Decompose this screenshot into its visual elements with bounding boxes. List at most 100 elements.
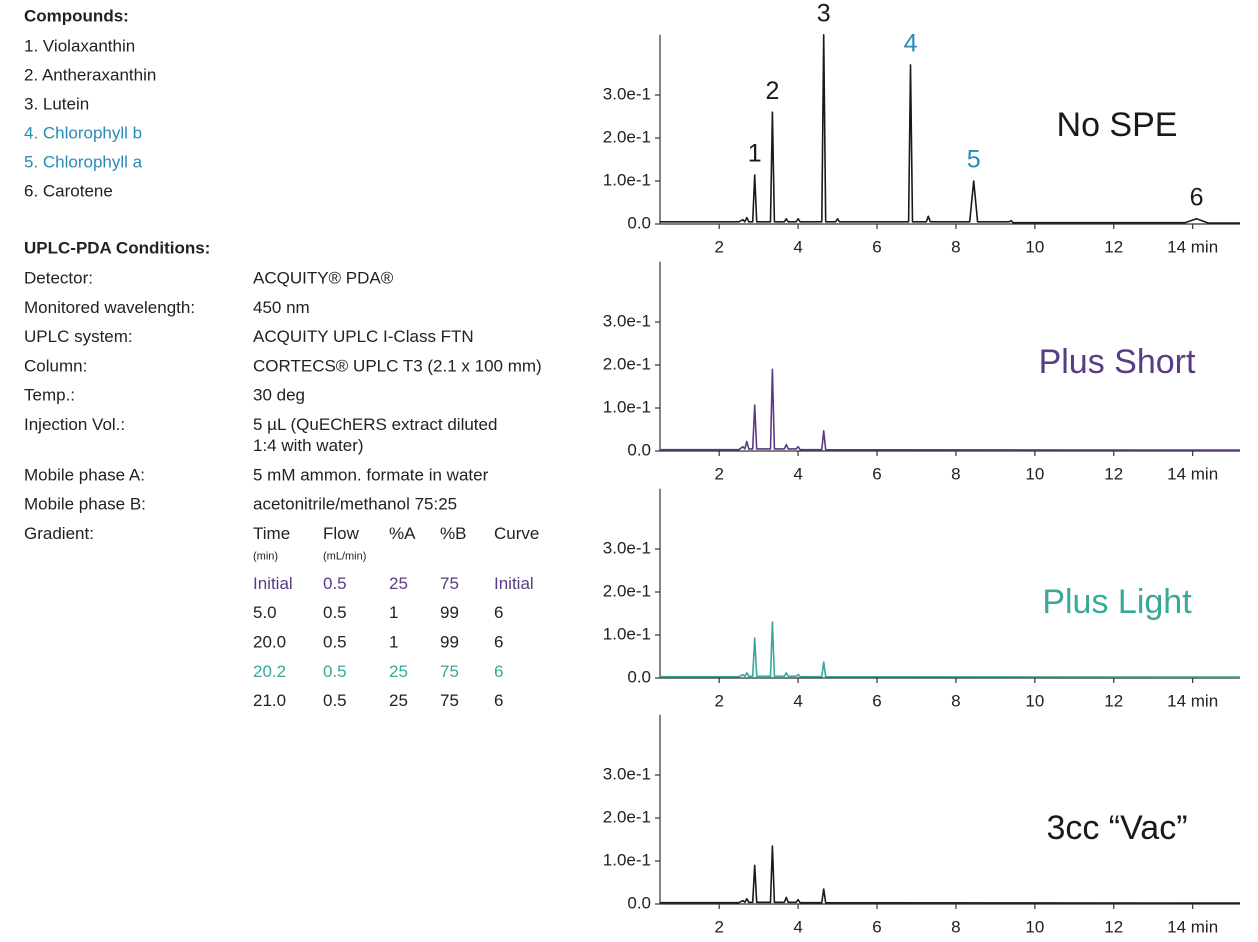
table-cell: Initial	[253, 574, 293, 593]
table-cell: 5.0	[253, 603, 277, 622]
x-tick-label: 6	[872, 917, 881, 936]
x-tick-label: 4	[793, 691, 802, 710]
y-tick-label: 2.0e-1	[603, 581, 651, 600]
x-tick-label: 4	[793, 464, 802, 483]
column-header: %A	[389, 524, 416, 543]
table-cell: 0.5	[323, 603, 347, 622]
condition-label: Monitored wavelength:	[24, 298, 195, 317]
x-tick-label: 2	[714, 237, 723, 256]
panel-title: Plus Short	[1039, 343, 1196, 381]
x-tick-label: 8	[951, 237, 960, 256]
condition-label: Mobile phase A:	[24, 465, 145, 484]
x-tick-label: 14 min	[1167, 237, 1218, 256]
compound: 6. Carotene	[24, 181, 113, 200]
column-header: Flow	[323, 524, 360, 543]
y-tick-label: 0.0	[627, 667, 651, 686]
table-cell: 6	[494, 603, 503, 622]
condition-label: Temp.:	[24, 386, 75, 405]
chromatogram-line	[660, 845, 1241, 904]
condition-label: UPLC system:	[24, 327, 133, 346]
chromatogram-line	[660, 621, 1241, 678]
compound: 2. Antheraxanthin	[24, 65, 156, 84]
y-tick-label: 0.0	[627, 440, 651, 459]
table-cell: 6	[494, 662, 503, 681]
x-tick-label: 14 min	[1167, 464, 1218, 483]
chromatogram-line	[660, 34, 1240, 224]
x-tick-label: 12	[1104, 464, 1123, 483]
table-cell: 99	[440, 603, 459, 622]
table-cell: 1	[389, 603, 398, 622]
condition-value: 5 µL (QuEChERS extract diluted	[253, 415, 497, 434]
table-cell: 6	[494, 632, 503, 651]
y-tick-label: 1.0e-1	[603, 397, 651, 416]
y-tick-label: 1.0e-1	[603, 170, 651, 189]
x-tick-label: 12	[1104, 237, 1123, 256]
x-tick-label: 6	[872, 464, 881, 483]
table-cell: 25	[389, 662, 408, 681]
table-cell: 0.5	[323, 574, 347, 593]
condition-value: 1:4 with water)	[253, 436, 364, 455]
x-tick-label: 2	[714, 917, 723, 936]
peak-label: 2	[765, 77, 779, 105]
x-tick-label: 10	[1025, 917, 1044, 936]
x-tick-label: 8	[951, 464, 960, 483]
x-tick-label: 10	[1025, 464, 1044, 483]
condition-label: Column:	[24, 356, 87, 375]
x-tick-label: 2	[714, 464, 723, 483]
y-tick-label: 0.0	[627, 213, 651, 232]
table-cell: 0.5	[323, 662, 347, 681]
table-cell: Initial	[494, 574, 534, 593]
peak-label: 3	[817, 0, 831, 27]
x-tick-label: 14 min	[1167, 691, 1218, 710]
y-tick-label: 2.0e-1	[603, 807, 651, 826]
condition-label: Mobile phase B:	[24, 495, 146, 514]
peak-label: 6	[1190, 183, 1204, 211]
table-cell: 6	[494, 691, 503, 710]
condition-label: Detector:	[24, 268, 93, 287]
table-cell: 75	[440, 574, 459, 593]
y-tick-label: 3.0e-1	[603, 538, 651, 557]
x-tick-label: 10	[1025, 691, 1044, 710]
peak-label: 5	[967, 146, 981, 174]
condition-label: Injection Vol.:	[24, 415, 125, 434]
chromatogram-line	[660, 368, 1241, 451]
table-cell: 0.5	[323, 632, 347, 651]
y-tick-label: 1.0e-1	[603, 850, 651, 869]
compound: 1. Violaxanthin	[24, 36, 135, 55]
x-tick-label: 12	[1104, 691, 1123, 710]
column-header: %B	[440, 524, 466, 543]
peak-label: 4	[904, 30, 918, 58]
compound: 3. Lutein	[24, 94, 89, 113]
panel-title: Plus Light	[1042, 583, 1192, 621]
compound: 4. Chlorophyll b	[24, 123, 142, 142]
table-cell: 20.0	[253, 632, 286, 651]
x-tick-label: 6	[872, 237, 881, 256]
x-tick-label: 4	[793, 917, 802, 936]
compound: 5. Chlorophyll a	[24, 152, 143, 171]
condition-value: acetonitrile/methanol 75:25	[253, 495, 457, 514]
y-tick-label: 3.0e-1	[603, 764, 651, 783]
table-cell: 75	[440, 662, 459, 681]
y-tick-label: 2.0e-1	[603, 354, 651, 373]
y-tick-label: 1.0e-1	[603, 624, 651, 643]
condition-value: 5 mM ammon. formate in water	[253, 465, 489, 484]
table-cell: 1	[389, 632, 398, 651]
condition-value: ACQUITY UPLC I-Class FTN	[253, 327, 474, 346]
y-tick-label: 0.0	[627, 893, 651, 912]
x-tick-label: 8	[951, 691, 960, 710]
column-header: Time	[253, 524, 290, 543]
x-tick-label: 6	[872, 691, 881, 710]
table-cell: 99	[440, 632, 459, 651]
conditions-heading: UPLC-PDA Conditions:	[24, 238, 210, 257]
y-tick-label: 3.0e-1	[603, 311, 651, 330]
x-tick-label: 8	[951, 917, 960, 936]
peak-label: 1	[748, 140, 762, 168]
table-cell: 25	[389, 691, 408, 710]
x-tick-label: 14 min	[1167, 917, 1218, 936]
table-cell: 0.5	[323, 691, 347, 710]
table-cell: 20.2	[253, 662, 286, 681]
table-cell: 21.0	[253, 691, 286, 710]
column-unit: (min)	[253, 550, 278, 562]
y-tick-label: 2.0e-1	[603, 127, 651, 146]
